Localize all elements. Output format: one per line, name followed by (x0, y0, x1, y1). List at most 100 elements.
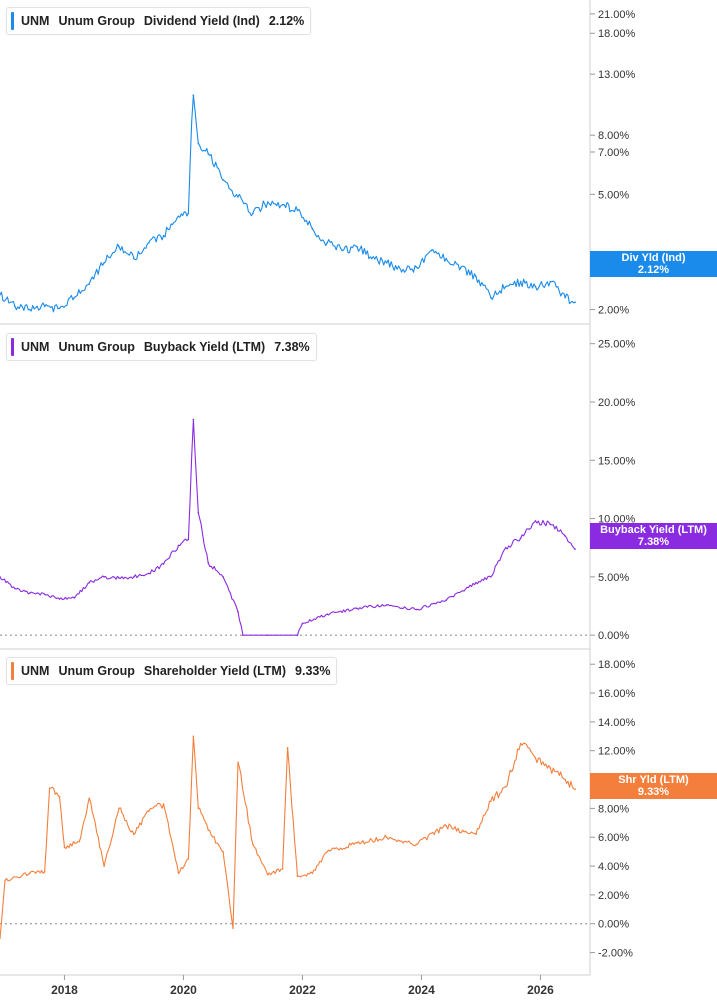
data-point (197, 142, 200, 145)
data-point (504, 785, 507, 788)
data-point (14, 587, 16, 590)
data-point (14, 305, 16, 308)
data-point (519, 742, 522, 745)
data-point (162, 563, 165, 565)
data-point (133, 257, 135, 260)
legend-buyback-yield[interactable]: UNM Unum Group Buyback Yield (LTM) 7.38% (6, 333, 317, 361)
data-point (73, 597, 76, 599)
data-point (187, 858, 190, 860)
data-point (445, 824, 448, 827)
x-tick-label: 2022 (289, 983, 316, 997)
data-point (574, 548, 576, 550)
legend-metric: Dividend Yield (Ind) (143, 14, 260, 28)
data-point (549, 523, 552, 526)
y-tick-label: 16.00% (598, 688, 636, 700)
y-tick-label: -2.00% (598, 948, 633, 960)
series-line (0, 735, 576, 939)
y-tick-label: 2.00% (598, 305, 629, 317)
y-tick-label: 5.00% (598, 572, 629, 584)
data-point (0, 576, 1, 578)
data-point (281, 868, 284, 870)
data-point (177, 215, 180, 218)
data-point (103, 262, 105, 264)
data-point (460, 266, 462, 269)
data-point (133, 576, 135, 578)
data-point (430, 249, 433, 252)
legend-ticker: UNM (21, 340, 50, 354)
x-tick-label: 2026 (527, 983, 554, 997)
data-point (43, 593, 46, 596)
legend-dividend-yield[interactable]: UNM Unum Group Dividend Yield (Ind) 2.12… (6, 7, 312, 35)
data-point (177, 872, 180, 875)
data-point (103, 576, 105, 578)
y-tick-label: 8.00% (598, 130, 629, 142)
y-tick-label: 20.00% (598, 397, 636, 409)
data-point (564, 296, 567, 299)
data-point (147, 572, 150, 575)
data-point (266, 873, 269, 876)
data-point (222, 850, 224, 853)
data-point (400, 271, 403, 273)
data-point (118, 577, 120, 579)
data-point (371, 257, 373, 260)
series-line (0, 94, 576, 313)
data-point (281, 204, 284, 206)
y-tick-label: 14.00% (598, 717, 636, 729)
legend-value: 7.38% (274, 340, 310, 354)
dividend-yield-panel: 2.00%3.00%5.00%7.00%8.00%13.00%18.00%21.… (0, 9, 636, 317)
data-point (237, 761, 239, 764)
data-point (237, 611, 239, 613)
data-point (232, 927, 234, 929)
data-point (564, 535, 567, 537)
tag-label: Div Yld (Ind) (621, 252, 686, 264)
y-tick-label: 25.00% (598, 339, 636, 351)
data-point (147, 242, 150, 244)
data-point (252, 212, 254, 215)
legend-company: Unum Group (58, 14, 135, 28)
data-point (207, 829, 210, 831)
y-tick-label: 2.00% (598, 890, 629, 902)
y-tick-label: 15.00% (598, 455, 636, 467)
data-point (549, 767, 552, 769)
data-point (574, 788, 576, 791)
legend-shareholder-yield[interactable]: UNM Unum Group Shareholder Yield (LTM) 9… (6, 657, 338, 685)
shareholder-yield-panel: -2.00%0.00%2.00%4.00%6.00%8.00%10.00%12.… (0, 659, 636, 960)
data-point (301, 622, 304, 625)
data-point (266, 201, 269, 203)
data-point (385, 604, 388, 606)
data-point (574, 301, 576, 304)
value-tag-dividend-yield: Div Yld (Ind) 2.12% (590, 251, 717, 277)
data-point (385, 836, 388, 839)
series-line (0, 418, 576, 636)
data-point (197, 807, 200, 810)
y-tick-label: 7.00% (598, 147, 629, 159)
tag-value: 9.33% (637, 786, 670, 798)
data-point (475, 833, 477, 836)
data-point (296, 634, 299, 636)
legend-company: Unum Group (58, 340, 135, 354)
data-point (177, 544, 180, 547)
data-point (475, 275, 477, 278)
data-point (296, 209, 299, 212)
y-tick-label: 6.00% (598, 832, 629, 844)
y-tick-label: 10.00% (598, 514, 636, 526)
data-point (445, 599, 448, 601)
data-point (490, 800, 492, 802)
data-point (73, 296, 76, 299)
data-point (0, 937, 1, 939)
data-point (549, 280, 552, 283)
tag-value: 7.38% (637, 536, 670, 548)
data-point (519, 537, 522, 540)
legend-value: 2.12% (268, 14, 305, 28)
data-point (58, 796, 61, 798)
data-point (78, 840, 81, 843)
y-tick-label: 8.00% (598, 803, 629, 815)
data-point (187, 538, 190, 541)
data-point (415, 608, 418, 611)
data-point (534, 285, 537, 288)
tag-label: Shr Yld (LTM) (618, 774, 689, 786)
y-tick-label: 4.00% (598, 861, 629, 873)
data-point (222, 179, 224, 181)
data-point (326, 242, 329, 244)
data-point (192, 418, 195, 421)
